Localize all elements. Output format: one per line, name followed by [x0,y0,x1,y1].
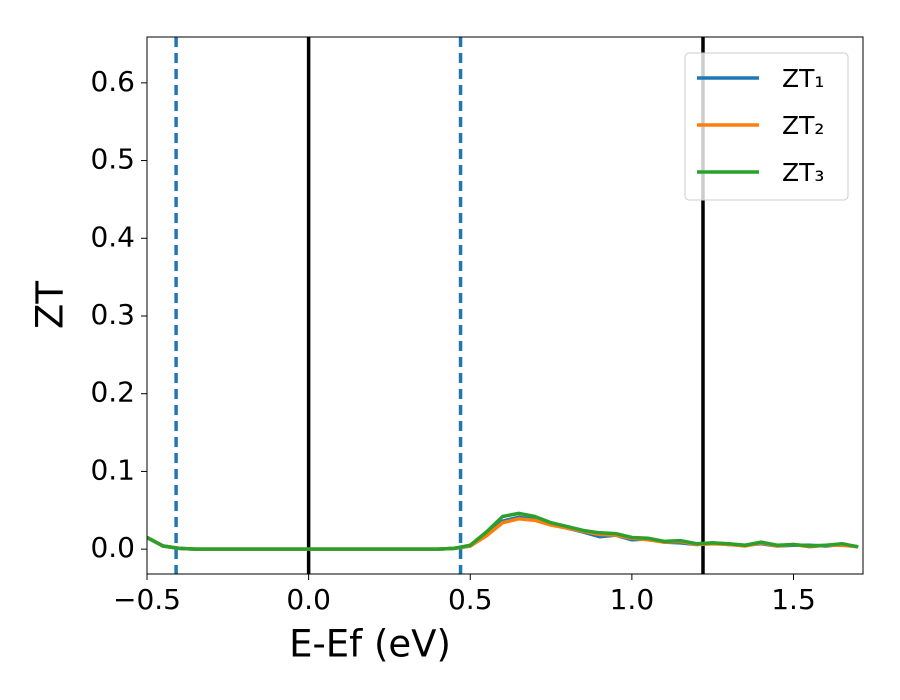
x-tick-label: 1.5 [771,583,816,616]
legend-label: ZT₃ [782,158,824,187]
x-tick-label: 0.0 [286,583,331,616]
y-tick-label: 0.4 [90,220,135,253]
y-axis-label: ZT [29,281,72,329]
y-tick-label: 0.2 [90,376,135,409]
legend-label: ZT₁ [782,64,824,93]
legend-label: ZT₂ [782,111,824,140]
plot-frame [146,36,864,575]
x-tick-label: −0.5 [113,583,181,616]
x-axis-label: E-Ef (eV) [289,623,451,666]
y-tick-label: 0.6 [90,65,135,98]
x-tick-label: 0.5 [448,583,493,616]
x-tick-label: 1.0 [610,583,655,616]
y-tick-label: 0.1 [90,453,135,486]
y-tick-label: 0.3 [90,298,135,331]
y-tick-label: 0.0 [90,531,135,564]
series-line [147,511,859,551]
legend: ZT₁ ZT₂ ZT₃ [684,52,849,201]
y-tick-label: 0.5 [90,143,135,176]
legend-box [684,52,849,201]
